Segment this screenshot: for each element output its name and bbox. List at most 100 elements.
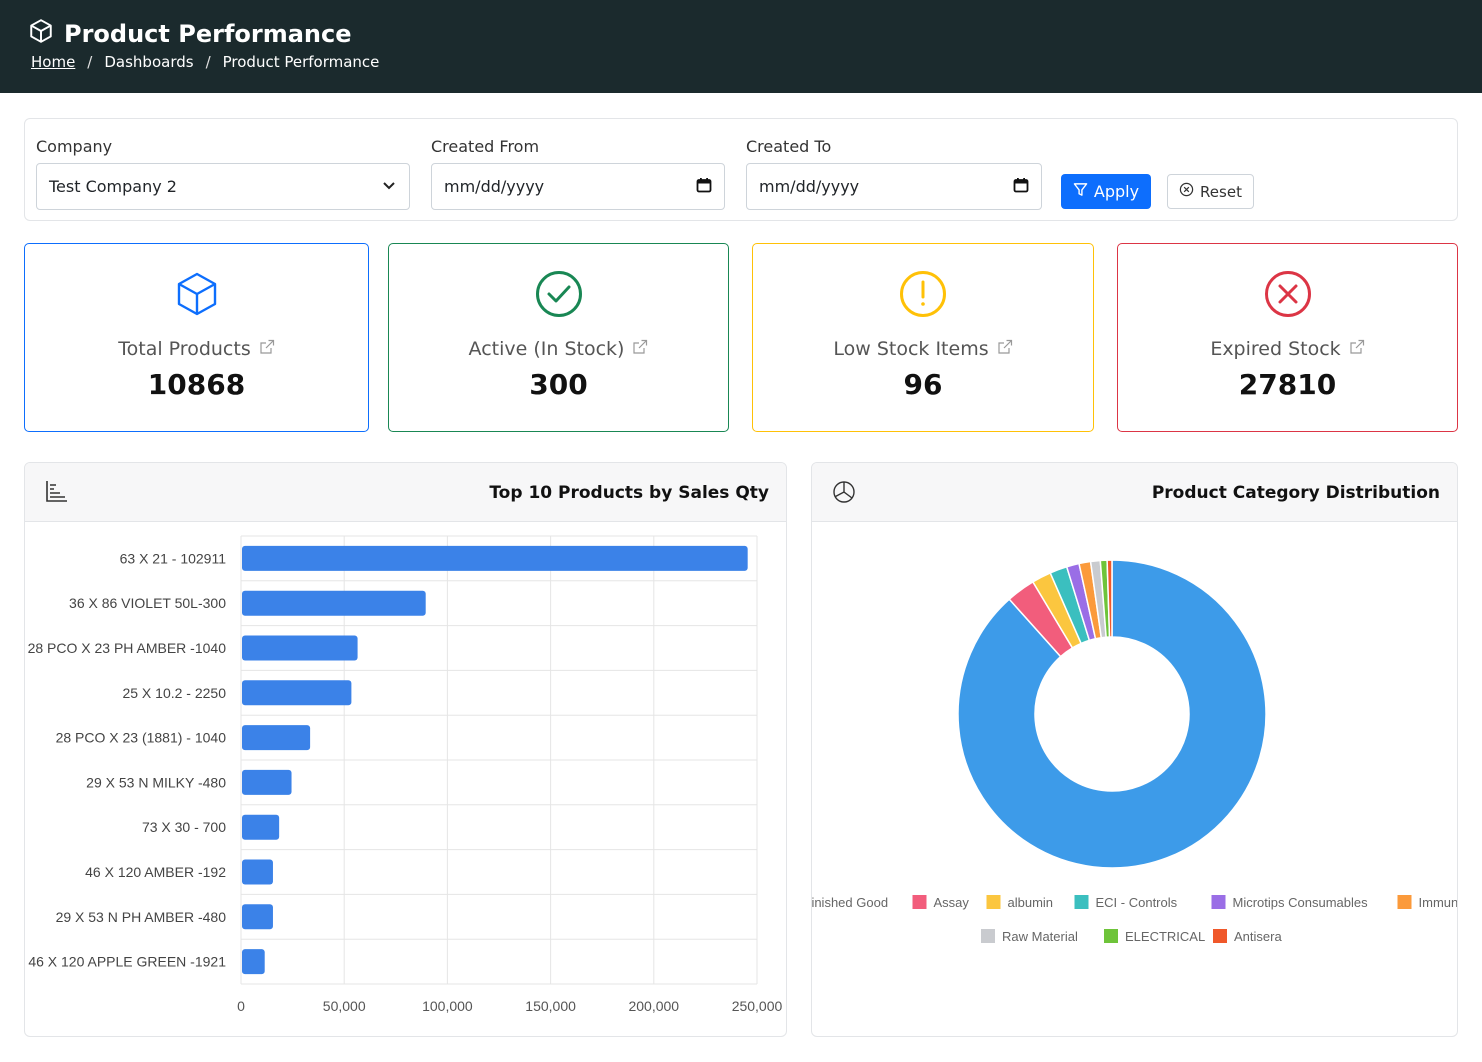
check-circle-icon: [535, 270, 583, 323]
created-to-label: Created To: [746, 137, 832, 156]
created-from-label: Created From: [431, 137, 540, 156]
x-tick-label: 100,000: [422, 998, 473, 1014]
pie-chart-icon: [832, 480, 856, 509]
y-category-label: 73 X 30 - 700: [142, 819, 226, 835]
breadcrumb-dashboards[interactable]: Dashboards: [104, 53, 194, 71]
legend-label: Immunology: [1419, 895, 1459, 910]
bar-chart: 0 50,000 100,000 150,000 200,000 250,000 63 X …: [28, 535, 783, 1014]
donut-slice: [1106, 559, 1113, 638]
y-category-label: 28 PCO X 23 (1881) - 1040: [56, 730, 227, 746]
calendar-icon[interactable]: [1013, 177, 1029, 197]
bar-chart-title: Top 10 Products by Sales Qty: [489, 483, 769, 503]
apply-button[interactable]: Apply: [1061, 174, 1151, 209]
created-to-placeholder: mm/dd/yyyy: [759, 177, 860, 196]
box-icon: [28, 18, 54, 50]
x-circle-icon: [1264, 270, 1312, 323]
company-select[interactable]: Test Company 2: [36, 163, 410, 210]
donut-slice: [957, 559, 1267, 869]
kpi-label-text: Active (In Stock): [468, 338, 625, 360]
kpi-value: 27810: [1238, 368, 1337, 401]
legend-label: Microtips Consumables: [1233, 895, 1369, 910]
external-link-icon[interactable]: [632, 338, 648, 360]
filter-bar: Company Test Company 2 Created From mm/d…: [24, 118, 1458, 221]
breadcrumb-separator: /: [205, 53, 211, 71]
kpi-label-text: Low Stock Items: [833, 338, 989, 360]
legend-swatch: [981, 929, 995, 943]
legend-swatch: [1104, 929, 1118, 943]
chevron-down-icon: [381, 177, 397, 197]
kpi-value: 10868: [147, 368, 246, 401]
external-link-icon[interactable]: [1349, 338, 1365, 360]
legend-swatch: [1074, 895, 1089, 909]
bar: [242, 859, 273, 885]
top-products-panel: Top 10 Products by Sales Qty 0 50,000 100,…: [24, 462, 787, 1037]
kpi-card-active-in-stock[interactable]: Active (In Stock) 300: [388, 243, 729, 432]
kpi-label: Active (In Stock): [389, 338, 728, 360]
kpi-label: Total Products: [25, 338, 368, 360]
kpi-card-expired-stock[interactable]: Expired Stock 27810: [1117, 243, 1458, 432]
kpi-label: Expired Stock: [1118, 338, 1457, 360]
y-category-label: 63 X 21 - 102911: [120, 550, 227, 566]
y-category-label: 29 X 53 N PH AMBER -480: [56, 909, 227, 925]
page-title-text: Product Performance: [64, 20, 352, 48]
x-circle-icon: [1179, 182, 1194, 201]
legend-label: ECI - Controls: [1096, 895, 1178, 910]
legend-label: Assay: [934, 895, 970, 910]
created-to-input[interactable]: mm/dd/yyyy: [746, 163, 1042, 210]
category-distribution-panel: Product Category Distribution Finished G…: [811, 462, 1458, 1037]
bar-chart-icon: [45, 480, 69, 507]
kpi-value: 300: [529, 368, 588, 401]
legend-item[interactable]: Antisera: [1213, 929, 1282, 944]
y-category-label: 36 X 86 VIOLET 50L-300: [69, 595, 226, 611]
x-tick-label: 50,000: [323, 998, 366, 1014]
legend-item[interactable]: Immunology: [1397, 895, 1459, 910]
kpi-card-total-products[interactable]: Total Products 10868: [24, 243, 369, 432]
page-title: Product Performance: [28, 18, 352, 50]
legend-item[interactable]: Assay: [912, 895, 970, 910]
legend-swatch: [912, 895, 927, 909]
legend-label: Antisera: [1234, 929, 1282, 944]
reset-button[interactable]: Reset: [1167, 174, 1254, 209]
page-header: Product Performance Home / Dashboards / …: [0, 0, 1482, 93]
legend-swatch: [986, 895, 1001, 909]
kpi-label-text: Total Products: [118, 338, 251, 360]
legend-item[interactable]: Microtips Consumables: [1211, 895, 1369, 910]
legend-swatch: [1213, 929, 1227, 943]
legend-item[interactable]: ELECTRICAL: [1104, 929, 1205, 944]
breadcrumb-home-link[interactable]: Home: [31, 53, 76, 71]
calendar-icon[interactable]: [696, 177, 712, 197]
legend-item[interactable]: Raw Material: [981, 929, 1078, 944]
kpi-card-low-stock[interactable]: Low Stock Items 96: [752, 243, 1094, 432]
y-category-label: 28 PCO X 23 PH AMBER -1040: [28, 640, 227, 656]
created-from-placeholder: mm/dd/yyyy: [444, 177, 545, 196]
company-label: Company: [36, 137, 113, 156]
legend-swatch: [1397, 895, 1412, 909]
exclamation-circle-icon: [899, 270, 947, 323]
bar: [242, 545, 748, 571]
legend-label: albumin: [1008, 895, 1054, 910]
x-tick-label: 0: [237, 998, 245, 1014]
external-link-icon[interactable]: [259, 338, 275, 360]
company-select-value: Test Company 2: [49, 177, 177, 196]
created-from-input[interactable]: mm/dd/yyyy: [431, 163, 725, 210]
donut-chart-title: Product Category Distribution: [1151, 483, 1440, 503]
legend-item[interactable]: ECI - Controls: [1074, 895, 1178, 910]
x-tick-label: 250,000: [732, 998, 783, 1014]
bar: [242, 725, 311, 751]
kpi-label: Low Stock Items: [753, 338, 1093, 360]
reset-button-label: Reset: [1200, 182, 1242, 201]
filter-icon: [1073, 182, 1088, 201]
category-distribution-panel-header: Product Category Distribution: [812, 463, 1457, 522]
y-category-label: 46 X 120 AMBER -192: [85, 864, 226, 880]
legend-item[interactable]: albumin: [986, 895, 1054, 910]
legend-item[interactable]: Finished Good: [812, 895, 888, 910]
bar: [242, 680, 352, 706]
breadcrumb: Home / Dashboards / Product Performance: [31, 53, 379, 71]
external-link-icon[interactable]: [997, 338, 1013, 360]
donut-chart: Finished Good Assay albumin ECI - Controls M…: [812, 559, 1459, 944]
y-category-label: 29 X 53 N MILKY -480: [86, 774, 226, 790]
y-category-label: 46 X 120 APPLE GREEN -1921: [28, 954, 226, 970]
legend-swatch: [1211, 895, 1226, 909]
y-category-label: 25 X 10.2 - 2250: [122, 685, 226, 701]
kpi-label-text: Expired Stock: [1210, 338, 1341, 360]
